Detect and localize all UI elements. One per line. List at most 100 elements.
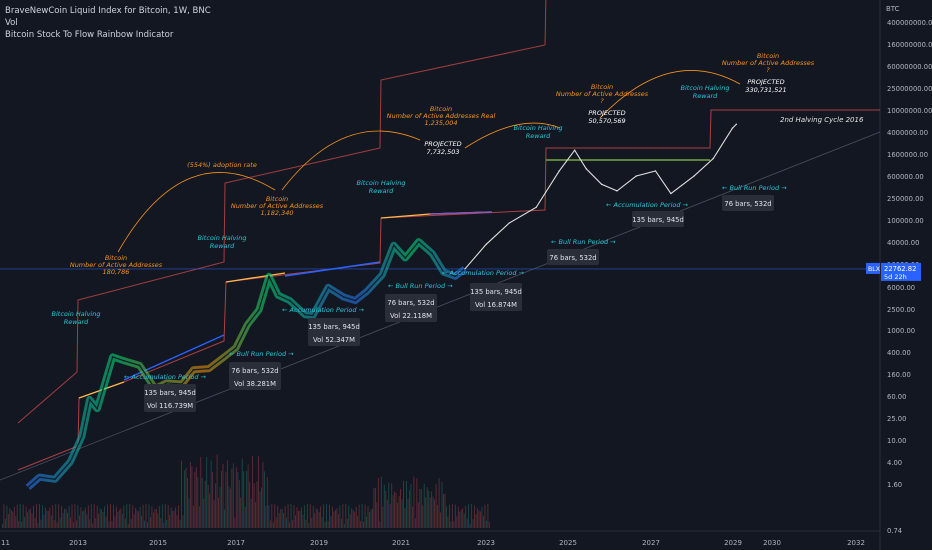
volume-bar bbox=[83, 510, 85, 528]
volume-bar bbox=[144, 520, 145, 528]
volume-bar bbox=[235, 467, 237, 528]
price-point bbox=[381, 274, 383, 276]
volume-bar bbox=[306, 504, 308, 528]
accumulation-label: ← Accumulation Period → bbox=[124, 373, 207, 381]
volume-bar bbox=[101, 509, 103, 528]
volume-bar bbox=[290, 504, 292, 528]
volume-bar bbox=[237, 472, 239, 528]
projection-point bbox=[735, 123, 738, 125]
volume-bar bbox=[30, 508, 32, 528]
price-tick: 4000000.00 bbox=[887, 129, 928, 137]
volume-bar bbox=[343, 523, 345, 528]
volume-bar bbox=[2, 524, 3, 528]
volume-bar bbox=[110, 504, 111, 528]
projection-point bbox=[670, 192, 672, 195]
volume-bar bbox=[426, 487, 428, 528]
volume-bar bbox=[435, 484, 437, 528]
volume-bar bbox=[145, 504, 147, 528]
price-tick: 600000.00 bbox=[887, 173, 924, 181]
volume-bar bbox=[305, 519, 307, 528]
time-tick: 2019 bbox=[310, 539, 328, 547]
volume-bar bbox=[151, 506, 153, 528]
projection-point bbox=[654, 170, 657, 172]
volume-bar bbox=[255, 502, 256, 528]
volume-bar bbox=[431, 491, 433, 528]
volume-bar bbox=[444, 493, 446, 528]
time-tick: 2032 bbox=[847, 539, 865, 547]
address-label: 180,786 bbox=[103, 268, 130, 276]
volume-bar bbox=[173, 510, 175, 528]
price-point bbox=[192, 368, 195, 371]
measure-box bbox=[722, 195, 774, 211]
time-tick: 2021 bbox=[392, 539, 410, 547]
time-tick: 2030 bbox=[763, 539, 781, 547]
volume-bar bbox=[150, 517, 151, 528]
volume-bar bbox=[253, 483, 255, 528]
price-tick: 10000000.00 bbox=[887, 107, 932, 115]
volume-bar bbox=[388, 482, 390, 528]
volume-bar bbox=[278, 512, 280, 528]
volume-bar bbox=[200, 457, 202, 528]
measure-box bbox=[547, 249, 599, 265]
volume-bar bbox=[391, 483, 393, 528]
volume-bar bbox=[380, 476, 382, 528]
volume-bar bbox=[339, 505, 341, 528]
volume-bar bbox=[39, 504, 40, 528]
volume-bar bbox=[139, 506, 141, 528]
volume-bar bbox=[56, 522, 58, 528]
volume-bar bbox=[351, 508, 353, 528]
volume-bar bbox=[417, 502, 419, 528]
volume-bar bbox=[107, 504, 108, 528]
price-tick: 25000000.00 bbox=[887, 85, 932, 93]
volume-bar bbox=[401, 499, 403, 528]
volume-bar bbox=[271, 504, 273, 528]
volume-bar bbox=[456, 516, 458, 528]
volume-bar bbox=[284, 506, 286, 528]
price-tick: 400.00 bbox=[887, 349, 911, 357]
volume-bar bbox=[453, 521, 455, 528]
price-tick: 160.00 bbox=[887, 371, 911, 379]
volume-bar bbox=[12, 511, 14, 528]
volume-bar bbox=[7, 514, 9, 528]
volume-bar bbox=[58, 504, 60, 528]
volume-bar bbox=[463, 513, 465, 528]
volume-bar bbox=[318, 512, 320, 528]
volume-bar bbox=[457, 506, 459, 528]
projection-point bbox=[616, 190, 618, 192]
volume-bar bbox=[428, 490, 430, 528]
volume-bar bbox=[317, 509, 319, 528]
halving-band-2 bbox=[225, 272, 286, 283]
measure-box-volume: Vol 16.874M bbox=[475, 301, 517, 309]
volume-bar bbox=[392, 495, 394, 528]
address-label: Number of Active Addresses bbox=[70, 261, 163, 269]
price-tick: 1000.00 bbox=[887, 327, 915, 335]
arrow-addresses-4-5 bbox=[599, 70, 741, 119]
time-tick: 2027 bbox=[642, 539, 660, 547]
volume-bar bbox=[98, 513, 100, 528]
accumulation-label: ← Accumulation Period → bbox=[282, 306, 365, 314]
volume-bar bbox=[345, 504, 347, 528]
accumulation-label: ← Accumulation Period → bbox=[442, 269, 525, 277]
volume-bar bbox=[46, 510, 48, 528]
volume-bar bbox=[485, 520, 487, 528]
volume-bar bbox=[475, 514, 477, 528]
bull-run-label: ← Bull Run Period → bbox=[388, 282, 453, 290]
volume-bar bbox=[166, 519, 168, 528]
measure-box bbox=[385, 294, 437, 322]
price-point bbox=[223, 356, 226, 358]
volume-bar bbox=[115, 506, 117, 528]
volume-bar bbox=[169, 515, 171, 528]
volume-bar bbox=[488, 522, 490, 528]
address-label: Bitcoin bbox=[266, 195, 288, 203]
projection-point bbox=[485, 243, 487, 246]
current-price: 22762.82 bbox=[884, 265, 916, 273]
volume-bar bbox=[438, 478, 440, 528]
volume-bar bbox=[92, 523, 94, 528]
volume-bar bbox=[385, 490, 387, 528]
volume-bar bbox=[175, 507, 177, 528]
volume-bar bbox=[259, 491, 261, 528]
volume-bar bbox=[132, 505, 134, 528]
volume-bar bbox=[204, 480, 206, 528]
volume-bar bbox=[389, 503, 391, 528]
